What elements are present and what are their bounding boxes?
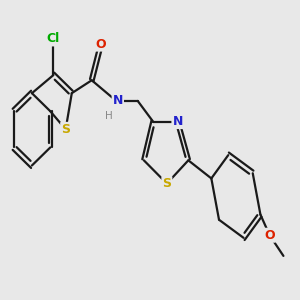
Text: O: O [264,229,275,242]
Text: H: H [104,111,113,122]
Text: Cl: Cl [47,32,60,45]
Text: N: N [172,115,183,128]
Text: N: N [112,94,123,107]
Text: S: S [61,123,70,136]
Text: O: O [96,38,106,51]
Text: S: S [162,177,171,190]
Text: H: H [105,111,112,122]
